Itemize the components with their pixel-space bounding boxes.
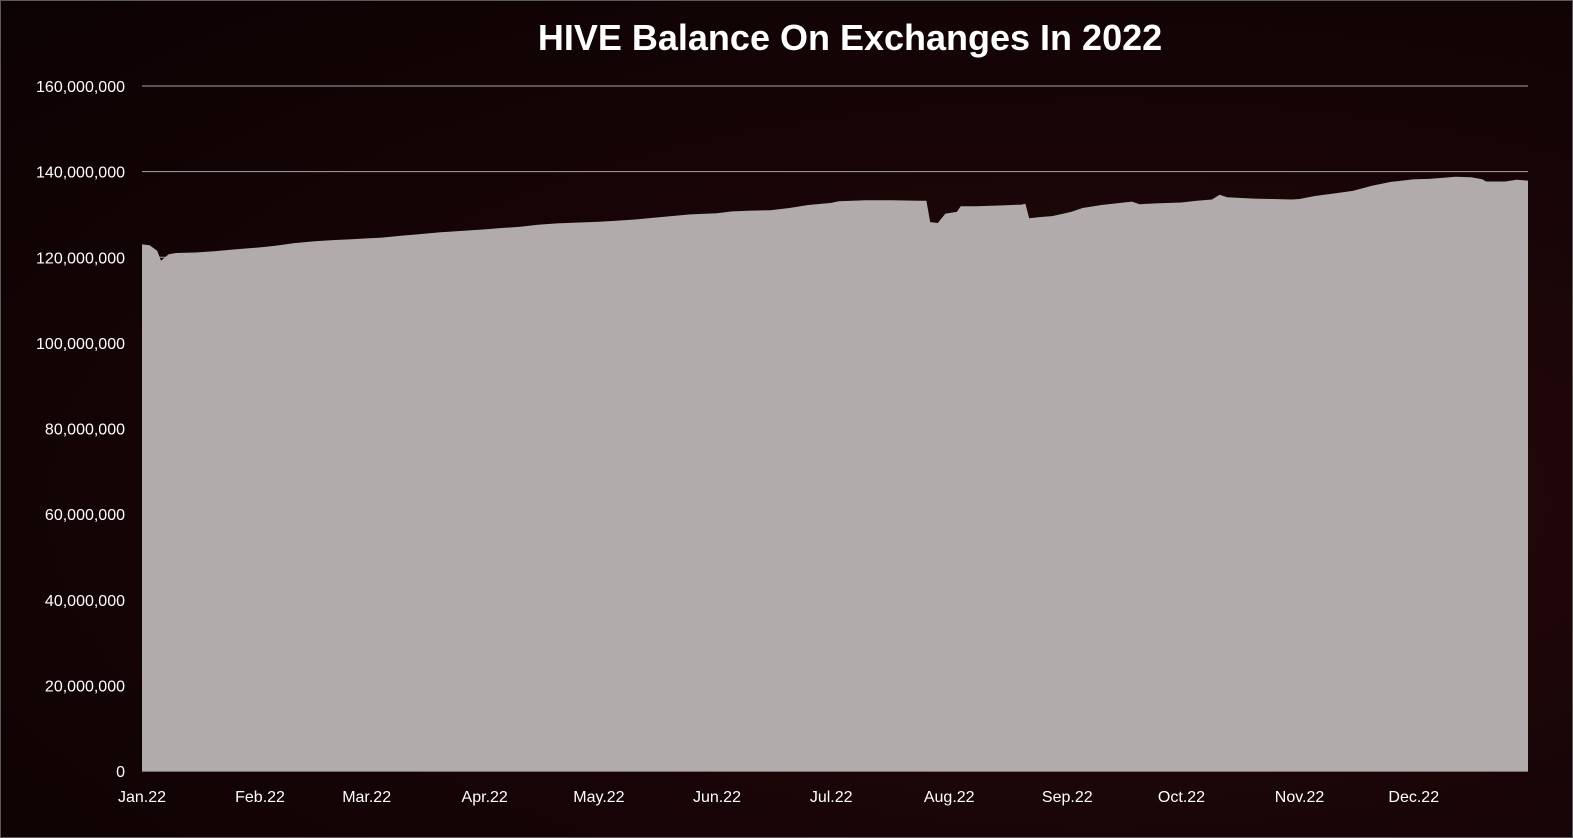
x-tick-label: Jun.22 — [693, 789, 741, 806]
y-tick-label: 140,000,000 — [36, 165, 125, 182]
y-tick-label: 80,000,000 — [45, 422, 125, 439]
x-tick-label: Sep.22 — [1042, 789, 1093, 806]
balance-area — [142, 176, 1528, 772]
y-tick-label: 60,000,000 — [45, 507, 125, 524]
x-axis-ticks: Jan.22 Feb.22 Mar.22 Apr.22 May.22 Jun.22 Jul.… — [118, 789, 1439, 806]
x-tick-label: Jan.22 — [118, 789, 166, 806]
x-tick-label: Oct.22 — [1158, 789, 1205, 806]
y-tick-label: 20,000,000 — [45, 678, 125, 695]
y-tick-label: 0 — [116, 764, 125, 781]
x-tick-label: May.22 — [573, 789, 624, 806]
x-tick-label: Aug.22 — [924, 789, 975, 806]
chart-title: HIVE Balance On Exchanges In 2022 — [538, 17, 1162, 58]
x-tick-label: Apr.22 — [462, 789, 508, 806]
y-tick-label: 160,000,000 — [36, 79, 125, 96]
y-tick-label: 120,000,000 — [36, 250, 125, 267]
x-tick-label: Jul.22 — [810, 789, 853, 806]
x-tick-label: Feb.22 — [235, 789, 285, 806]
x-tick-label: Mar.22 — [342, 789, 391, 806]
y-tick-label: 100,000,000 — [36, 336, 125, 353]
y-tick-label: 40,000,000 — [45, 593, 125, 610]
x-tick-label: Dec.22 — [1388, 789, 1439, 806]
x-tick-label: Nov.22 — [1275, 789, 1325, 806]
y-axis-ticks: 0 20,000,000 40,000,000 60,000,000 80,000,00… — [36, 79, 125, 781]
